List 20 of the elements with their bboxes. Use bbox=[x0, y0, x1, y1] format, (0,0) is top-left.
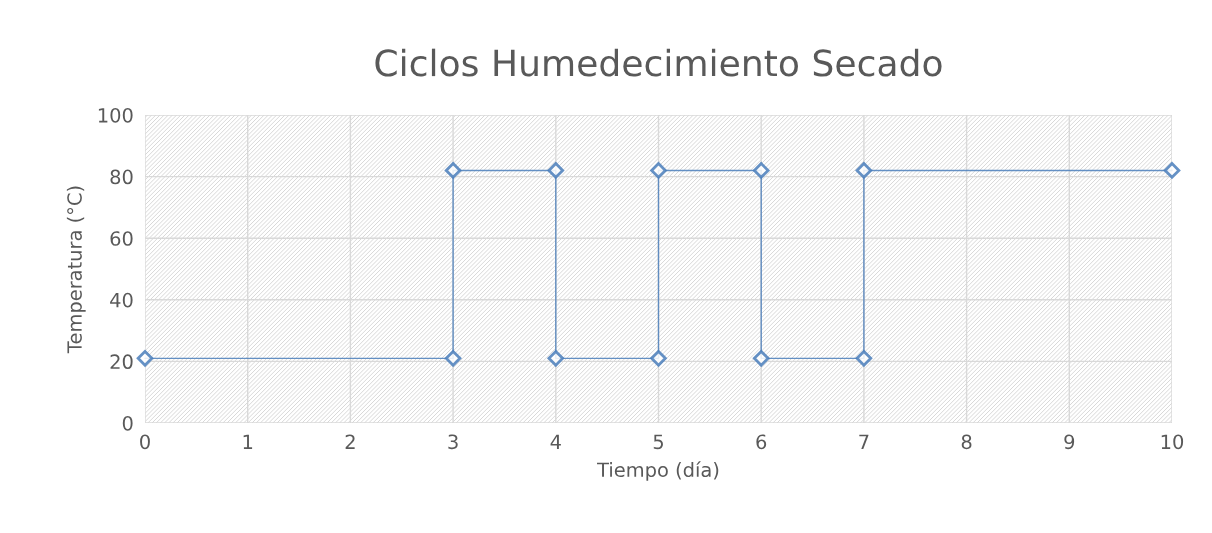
x-tick-label: 2 bbox=[345, 434, 355, 449]
x-tick-label: 6 bbox=[756, 434, 767, 450]
y-tick-label: 20 bbox=[110, 354, 133, 370]
y-axis-title: Temperatura (°C) bbox=[66, 186, 86, 354]
x-tick-label: 1 bbox=[243, 434, 253, 449]
y-tick-label: 60 bbox=[110, 231, 133, 246]
y-tick-label: 0 bbox=[122, 415, 133, 431]
x-tick-label: 4 bbox=[550, 434, 561, 449]
x-tick-label: 7 bbox=[859, 434, 869, 449]
x-tick-label: 3 bbox=[448, 434, 458, 450]
y-tick-label: 40 bbox=[110, 292, 133, 308]
x-tick-label: 8 bbox=[961, 434, 972, 450]
x-tick-label: 9 bbox=[1064, 434, 1075, 450]
y-tick-label: 80 bbox=[110, 169, 133, 185]
x-tick-label: 5 bbox=[653, 434, 663, 450]
x-axis-title: Tiempo (día) bbox=[597, 461, 719, 481]
x-tick-label: 0 bbox=[140, 434, 150, 450]
chart-title: Ciclos Humedecimiento Secado bbox=[375, 48, 942, 77]
y-tick-label: 100 bbox=[98, 107, 133, 123]
x-tick-label: 10 bbox=[1161, 434, 1184, 450]
